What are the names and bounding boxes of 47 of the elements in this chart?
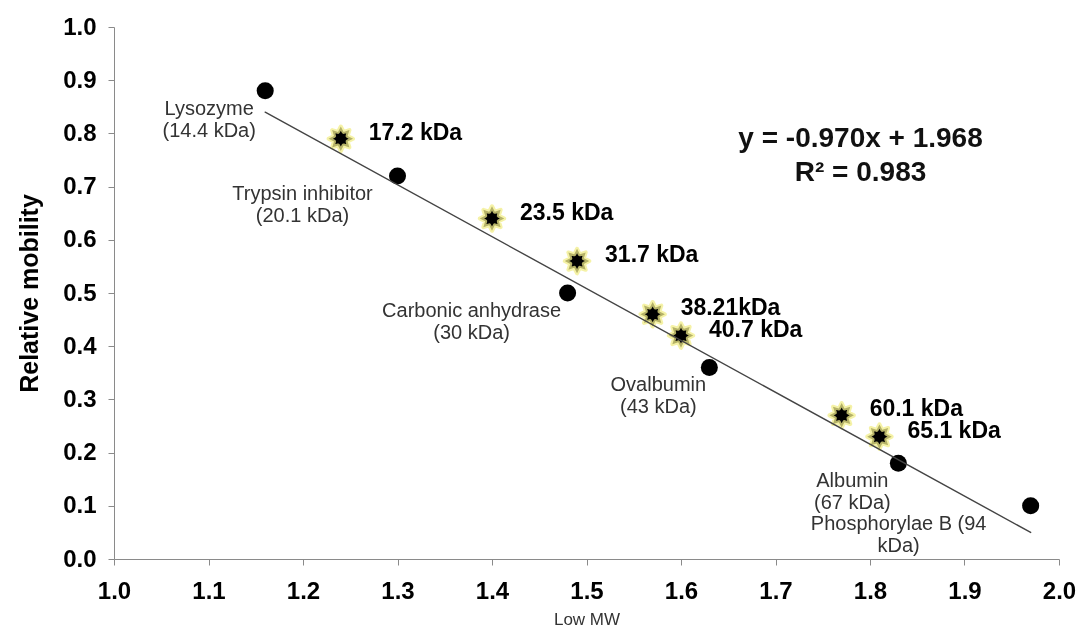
point bbox=[326, 124, 356, 153]
x-tick-label: 1.8 bbox=[853, 576, 888, 604]
y-tick-label: 0.3 bbox=[63, 384, 97, 412]
y-tick-label: 0.8 bbox=[63, 118, 97, 146]
x-tick-label: 1.5 bbox=[570, 576, 604, 604]
y-tick-label: 0.9 bbox=[63, 65, 97, 93]
point bbox=[827, 401, 856, 430]
point bbox=[700, 358, 718, 376]
annotation: 17.2 kDa bbox=[368, 118, 463, 145]
x-tick-label: 1.0 bbox=[97, 576, 132, 604]
x-tick-label: 1.6 bbox=[664, 576, 699, 604]
x-tick-label: 1.2 bbox=[286, 576, 321, 604]
point bbox=[256, 82, 274, 100]
annotation: Albumin (67 kDa) bbox=[814, 469, 891, 514]
y-tick-label: 0.5 bbox=[63, 278, 97, 306]
y-tick-label: 0.7 bbox=[63, 172, 97, 200]
y-tick-label: 0.4 bbox=[63, 331, 98, 359]
x-tick-label: 1.3 bbox=[381, 576, 415, 604]
point bbox=[477, 204, 507, 233]
x-tick-label: 1.9 bbox=[948, 576, 982, 604]
point bbox=[666, 321, 696, 350]
y-tick-label: 1.0 bbox=[63, 12, 97, 40]
y-tick-label: 0.2 bbox=[63, 438, 97, 466]
x-tick-label: 1.4 bbox=[475, 576, 510, 604]
y-tick-label: 0.6 bbox=[63, 225, 97, 253]
x-axis-title: Low MW bbox=[553, 609, 621, 629]
x-tick-label: 2.0 bbox=[1042, 576, 1077, 604]
annotation: 65.1 kDa bbox=[907, 416, 1002, 443]
point bbox=[638, 300, 667, 329]
annotation: Trypsin inhibitor (20.1 kDa) bbox=[232, 181, 374, 226]
point bbox=[865, 422, 894, 451]
y-axis-title: Relative mobility bbox=[15, 194, 44, 393]
point bbox=[1022, 497, 1040, 515]
annotation: 31.7 kDa bbox=[605, 241, 699, 268]
annotation: Lysozyme (14.4 kDa) bbox=[162, 96, 256, 141]
annotation: y = -0.970x + 1.968 R² = 0.983 bbox=[738, 121, 983, 187]
point bbox=[559, 284, 577, 302]
annotation: Carbonic anhydrase (30 kDa) bbox=[382, 299, 562, 343]
point bbox=[562, 246, 592, 276]
annotation: 40.7 kDa bbox=[709, 315, 803, 342]
annotation: 23.5 kDa bbox=[520, 198, 614, 225]
y-tick-label: 0.1 bbox=[63, 491, 97, 519]
annotation: Ovalbumin (43 kDa) bbox=[610, 373, 707, 418]
x-tick-label: 1.7 bbox=[759, 576, 793, 604]
point bbox=[388, 167, 407, 185]
y-tick-label: 0.0 bbox=[63, 544, 97, 572]
x-tick-label: 1.1 bbox=[192, 576, 226, 604]
